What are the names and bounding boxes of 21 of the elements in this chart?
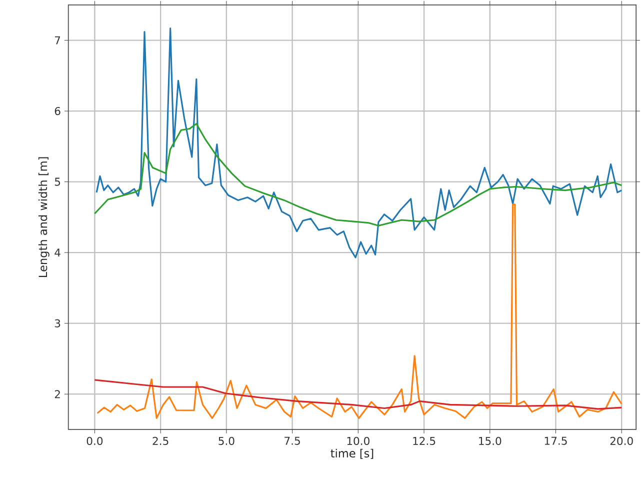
x-tick-label: 7.5 (284, 436, 300, 445)
x-tick-label: 0.0 (86, 436, 103, 445)
line-series (94, 122, 622, 226)
y-tick-label: 7 (55, 36, 60, 44)
line-series (96, 204, 622, 419)
x-tick-label: 12.5 (413, 436, 436, 445)
y-tick-label: 5 (54, 178, 60, 186)
x-tick-label: 10.0 (347, 436, 370, 445)
y-tick-label: 3 (54, 319, 60, 328)
x-tick-label: 2.5 (152, 436, 168, 445)
y-axis-title: Length and width [m] (38, 157, 50, 277)
x-axis-title: time [s] (330, 448, 374, 459)
x-tick-label: 15.0 (479, 436, 502, 445)
y-tick-label: 6 (54, 106, 60, 115)
y-tick-label: 4 (54, 248, 60, 256)
x-tick-label: 17.5 (544, 436, 567, 445)
line-series (96, 27, 622, 258)
x-tick-label: 20.0 (610, 436, 633, 445)
line-series (94, 379, 622, 410)
y-tick-label: 2 (54, 390, 60, 398)
x-tick-label: 5.0 (218, 436, 234, 445)
